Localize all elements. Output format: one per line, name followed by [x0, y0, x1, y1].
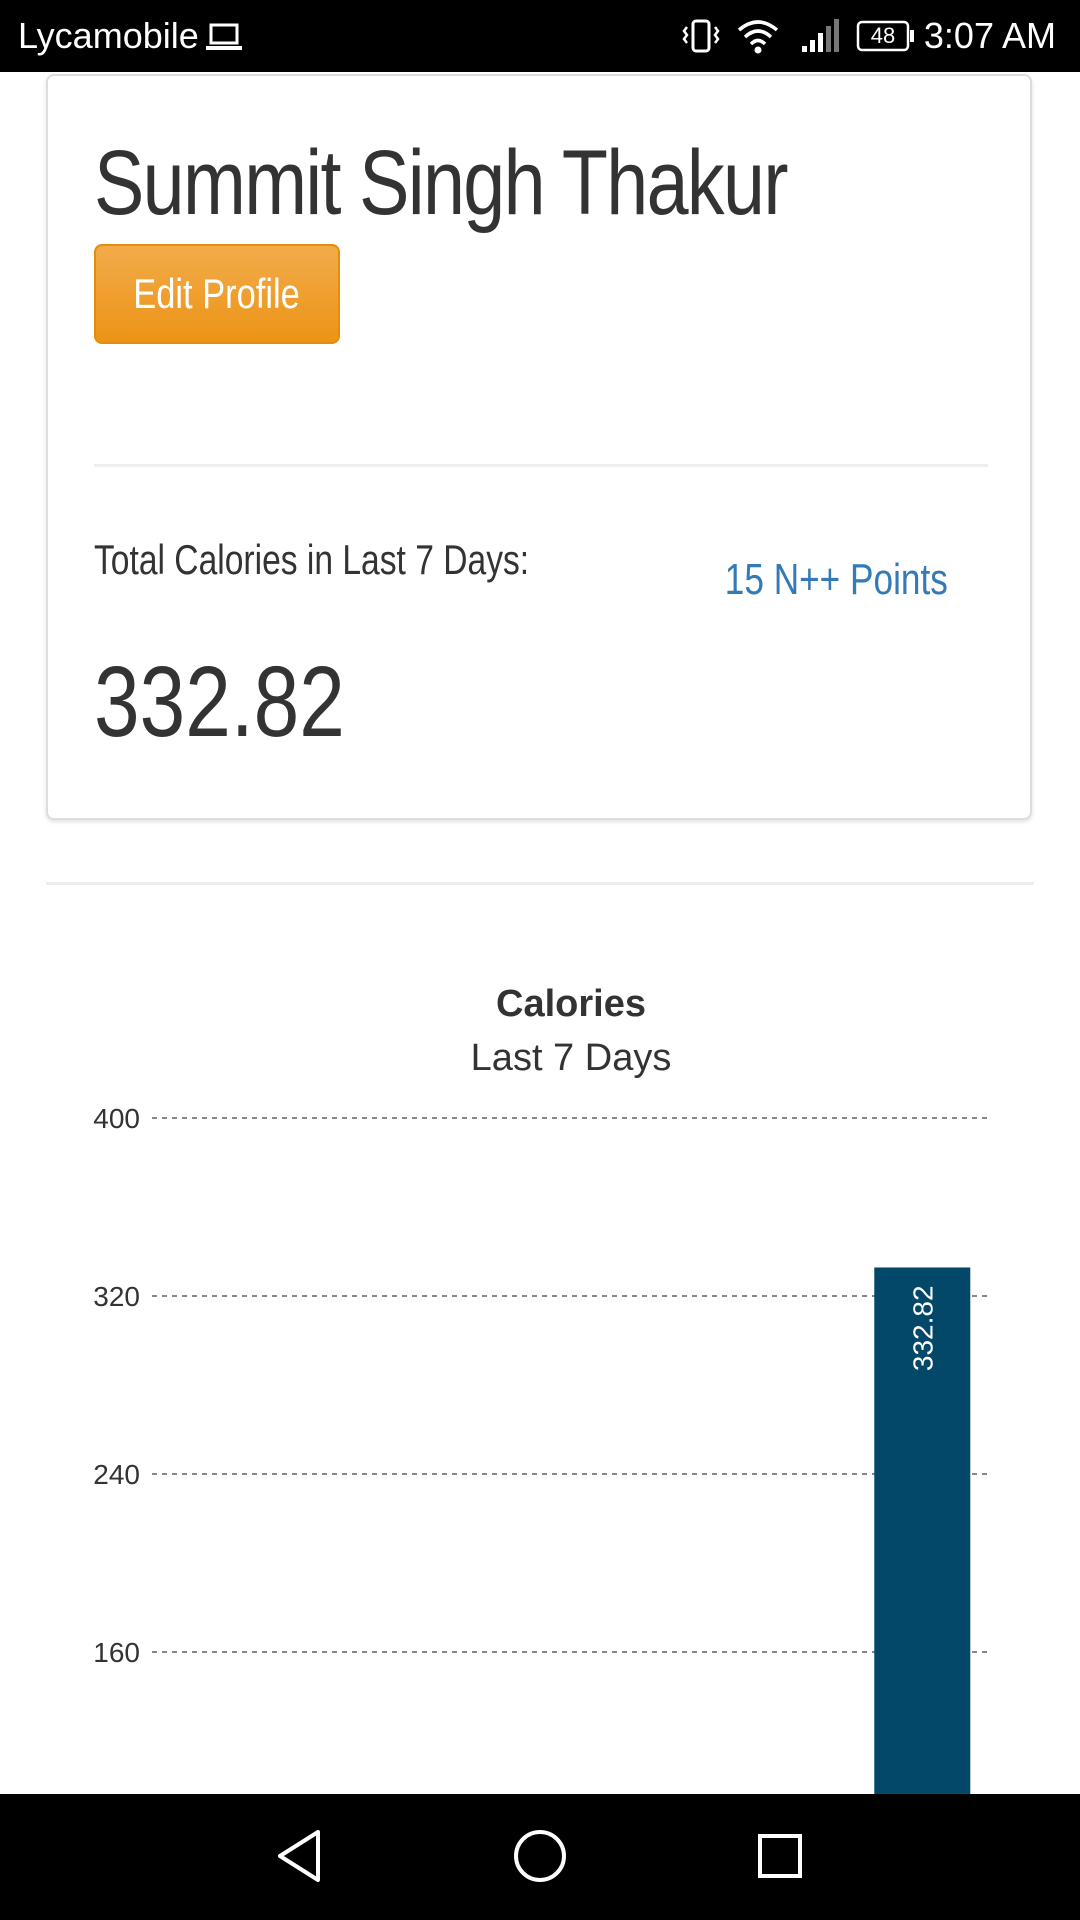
- back-icon[interactable]: [270, 1824, 334, 1888]
- card-divider: [94, 464, 988, 467]
- navigation-bar: [0, 1794, 1080, 1920]
- status-icons: 48: [660, 0, 1080, 72]
- clock: 3:07 AM: [923, 15, 1056, 56]
- chart-subtitle: Last 7 Days: [471, 1037, 672, 1079]
- y-tick-label: 160: [93, 1637, 140, 1668]
- section-divider: [46, 882, 1034, 885]
- chart-bar[interactable]: [874, 1267, 971, 1794]
- chart-title: Calories: [496, 983, 646, 1025]
- edit-profile-label: Edit Profile: [133, 270, 301, 317]
- chart-bars: 332.82: [874, 1267, 971, 1794]
- bar-data-label: 332.82: [907, 1285, 938, 1371]
- battery-level: 48: [870, 23, 896, 48]
- y-tick-label: 400: [93, 1103, 140, 1134]
- total-calories-value: 332.82: [94, 646, 345, 758]
- vibrate-icon: [682, 19, 720, 53]
- recents-icon[interactable]: [748, 1824, 812, 1888]
- y-tick-label: 320: [93, 1281, 140, 1312]
- home-icon[interactable]: [508, 1824, 572, 1888]
- status-bar: Lycamobile: [0, 0, 1080, 72]
- wifi-icon: [737, 20, 779, 54]
- laptop-icon: [206, 23, 242, 50]
- points-link[interactable]: 15 N++ Points: [724, 555, 948, 604]
- carrier-name: Lycamobile: [18, 15, 199, 56]
- signal-icon: [802, 19, 839, 52]
- calories-chart: Calories Last 7 Days 160 240 320 400 332.82: [93, 983, 988, 1794]
- profile-card: Summit Singh Thakur Edit Profile Total C…: [46, 74, 1032, 820]
- chart-grid: 160 240 320 400: [93, 1103, 988, 1668]
- battery-icon: [856, 20, 914, 52]
- y-tick-label: 240: [93, 1459, 140, 1490]
- edit-profile-button[interactable]: Edit Profile: [94, 244, 340, 344]
- total-calories-label: Total Calories in Last 7 Days:: [94, 536, 530, 583]
- profile-name: Summit Singh Thakur: [94, 132, 788, 234]
